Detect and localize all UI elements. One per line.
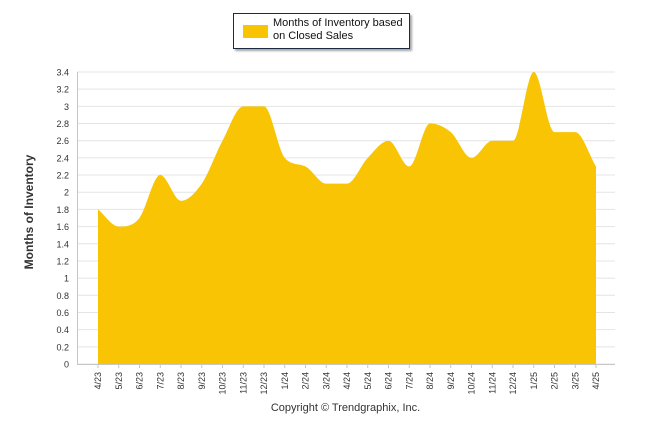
data-point	[553, 131, 556, 134]
x-tick-label: 7/23	[155, 372, 165, 390]
data-point	[242, 105, 245, 108]
data-point	[117, 225, 120, 228]
x-tick-label: 9/23	[197, 372, 207, 390]
data-point	[346, 182, 349, 185]
data-point	[180, 199, 183, 202]
data-point	[283, 156, 286, 159]
y-tick-label: 1.8	[56, 205, 69, 215]
data-point	[470, 156, 473, 159]
x-tick-label: 11/24	[487, 372, 497, 394]
data-point	[408, 165, 411, 168]
x-tick-label: 8/24	[425, 372, 435, 390]
data-point	[221, 139, 224, 142]
x-tick-label: 1/24	[280, 372, 290, 390]
x-tick-label: 10/23	[218, 372, 228, 395]
x-tick-label: 3/24	[321, 372, 331, 390]
area-series	[97, 71, 598, 364]
x-tick-label: 4/25	[591, 372, 601, 390]
area-fill	[98, 72, 596, 364]
data-point	[138, 217, 141, 220]
y-tick-label: 1.2	[56, 256, 69, 266]
x-tick-label: 5/24	[363, 372, 373, 390]
x-tick-label: 7/24	[404, 372, 414, 390]
y-axis-label: Months of Inventory	[22, 154, 36, 270]
y-tick-label: 3.4	[56, 68, 69, 78]
y-tick-labels: 0 0.2 0.4 0.6 0.8 1 1.2 1.4 1.6 1.8 2 2.2 2.4 2.6 2.8 3…	[56, 68, 69, 370]
x-tick-label: 4/23	[93, 372, 103, 390]
chart-legend: Months of Inventory based on Closed Sale…	[233, 13, 410, 49]
y-tick-label: 0.6	[56, 308, 69, 318]
x-tick-label: 2/24	[301, 372, 311, 390]
y-tick-label: 3.2	[56, 85, 69, 95]
data-point	[325, 182, 328, 185]
x-tick-label: 6/24	[384, 372, 394, 390]
x-tick-label: 9/24	[446, 372, 456, 390]
x-tick-labels: 4/23 5/23 6/23 7/23 8/23 9/23 10/23 11/23 12/23 1…	[93, 364, 601, 395]
data-point	[387, 139, 390, 142]
y-tick-label: 1.4	[56, 239, 69, 249]
data-point	[263, 105, 266, 108]
data-point	[595, 165, 598, 168]
x-tick-label: 1/25	[529, 372, 539, 390]
data-point	[512, 139, 515, 142]
data-point	[159, 174, 162, 177]
y-tick-label: 2.8	[56, 119, 69, 129]
y-tick-label: 0	[64, 360, 69, 370]
x-tick-label: 12/23	[259, 372, 269, 395]
y-tick-label: 1.6	[56, 222, 69, 232]
data-point	[532, 71, 535, 74]
y-tick-label: 1	[64, 274, 69, 284]
y-tick-label: 2	[64, 188, 69, 198]
legend-label: Months of Inventory based on Closed Sale…	[273, 17, 403, 42]
x-tick-label: 5/23	[114, 372, 124, 390]
axes	[77, 72, 615, 365]
data-point	[366, 156, 369, 159]
x-tick-label: 2/25	[550, 372, 560, 390]
data-point	[449, 131, 452, 134]
x-tick-label: 4/24	[342, 372, 352, 390]
y-tick-label: 2.6	[56, 136, 69, 146]
x-tick-label: 3/25	[570, 372, 580, 390]
x-tick-label: 10/24	[467, 372, 477, 395]
y-tick-label: 0.8	[56, 291, 69, 301]
y-tick-label: 2.4	[56, 153, 69, 163]
data-point	[491, 139, 494, 142]
y-tick-label: 2.2	[56, 171, 69, 181]
x-tick-label: 11/23	[238, 372, 248, 394]
data-point	[200, 182, 203, 185]
data-point	[97, 208, 100, 211]
data-point	[574, 131, 577, 134]
legend-swatch	[243, 25, 268, 38]
y-tick-label: 0.2	[56, 342, 69, 352]
x-tick-label: 6/23	[135, 372, 145, 390]
copyright-text: Copyright © Trendgraphix, Inc.	[270, 402, 421, 414]
data-point	[304, 165, 307, 168]
x-tick-label: 8/23	[176, 372, 186, 390]
x-tick-label: 12/24	[508, 372, 518, 395]
y-tick-label: 3	[64, 102, 69, 112]
y-tick-label: 0.4	[56, 325, 69, 335]
data-point	[429, 122, 432, 125]
